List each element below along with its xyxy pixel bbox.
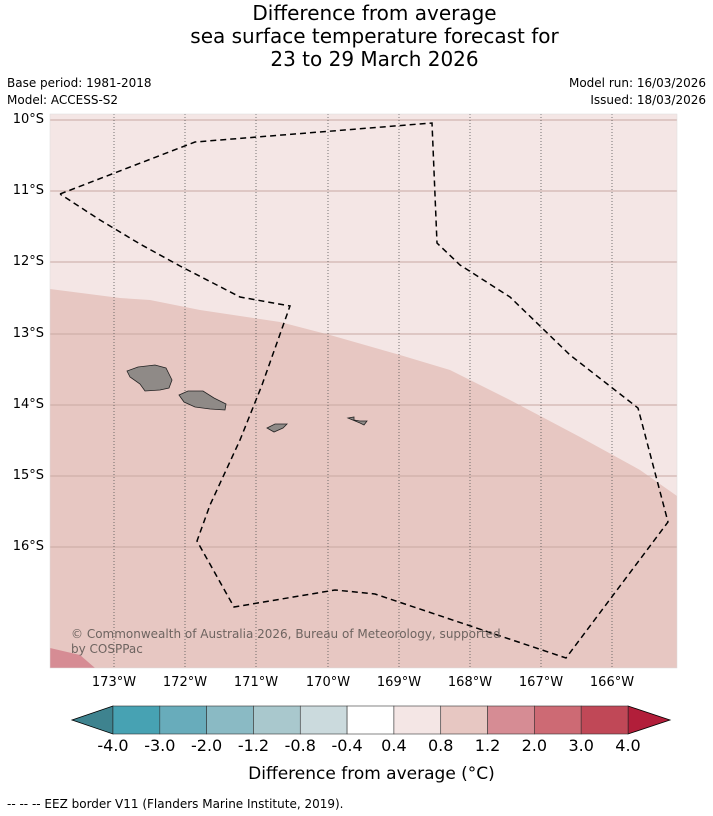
island-savaii [126, 364, 173, 392]
colorbar-tick-label: -0.4 [331, 736, 363, 755]
title-line-3: 23 to 29 March 2026 [270, 47, 479, 71]
lon-label: 169°W [376, 675, 422, 690]
colorbar [70, 705, 672, 735]
base-period: Base period: 1981-2018 [7, 76, 152, 90]
colorbar-swatch [440, 705, 488, 735]
colorbar-tick-label: -0.8 [284, 736, 316, 755]
lat-gridlines [50, 119, 677, 548]
issued-date: Issued: 18/03/2026 [590, 93, 706, 107]
lat-label: 14°S [12, 397, 44, 412]
colorbar-swatch [534, 705, 582, 735]
colorbar-tick-label: -2.0 [191, 736, 223, 755]
copyright-line-1: © Commonwealth of Australia 2026, Bureau… [71, 627, 501, 641]
colorbar-swatch [346, 705, 395, 735]
anomaly-1.2-2.0 [50, 648, 95, 668]
colorbar-under-arrow [70, 705, 114, 735]
copyright-line-2: by COSPPac [71, 642, 143, 656]
colorbar-swatch [253, 705, 301, 735]
colorbar-tick-label: 0.8 [427, 736, 454, 755]
title-line-2: sea surface temperature forecast for [190, 24, 559, 48]
lon-label: 171°W [233, 675, 279, 690]
colorbar-swatch [112, 705, 161, 735]
lon-label: 166°W [589, 675, 635, 690]
title-line-1: Difference from average [252, 1, 497, 25]
map-frame [49, 113, 678, 669]
colorbar-label: Difference from average (°C) [248, 764, 495, 784]
lon-label: 170°W [305, 675, 351, 690]
colorbar-tick-label: 4.0 [615, 736, 641, 755]
lat-label: 11°S [12, 183, 44, 198]
model-name: Model: ACCESS-S2 [7, 93, 119, 107]
lon-label: 168°W [447, 675, 493, 690]
anomaly-0.8-1.2 [50, 289, 677, 668]
colorbar-tick-label: 2.0 [521, 736, 548, 755]
lat-label: 12°S [12, 254, 44, 269]
colorbar-tick-label: 0.4 [381, 736, 407, 755]
colorbar-over-arrow [627, 705, 672, 735]
island-tutuila [266, 423, 288, 433]
colorbar-swatch [487, 705, 535, 735]
island-manua [346, 416, 368, 426]
lat-label: 10°S [12, 112, 44, 127]
eez-legend: -- -- -- EEZ border V11 (Flanders Marine… [7, 797, 344, 811]
colorbar-tick-label: -4.0 [97, 736, 129, 755]
colorbar-swatch [393, 705, 442, 735]
colorbar-tick-label: -1.2 [237, 736, 270, 755]
colorbar-swatch [580, 705, 629, 735]
colorbar-swatch [299, 705, 348, 735]
lat-label: 13°S [12, 326, 44, 341]
colorbar-tick-label: 3.0 [568, 736, 594, 755]
lat-label: 16°S [12, 539, 44, 554]
island-upolu [178, 390, 227, 411]
lon-label: 172°W [162, 675, 208, 690]
eez-border [59, 122, 669, 659]
lon-gridlines [113, 114, 613, 668]
lon-label: 173°W [91, 675, 137, 690]
colorbar-swatch [159, 705, 207, 735]
copyright-notice: © Commonwealth of Australia 2026, Bureau… [71, 627, 501, 657]
lon-label: 167°W [518, 675, 564, 690]
model-run: Model run: 16/03/2026 [568, 76, 706, 90]
lat-label: 15°S [12, 468, 44, 483]
colorbar-tick-label: 1.2 [474, 736, 501, 755]
colorbar-tick-label: -3.0 [144, 736, 176, 755]
colorbar-swatch [206, 705, 254, 735]
